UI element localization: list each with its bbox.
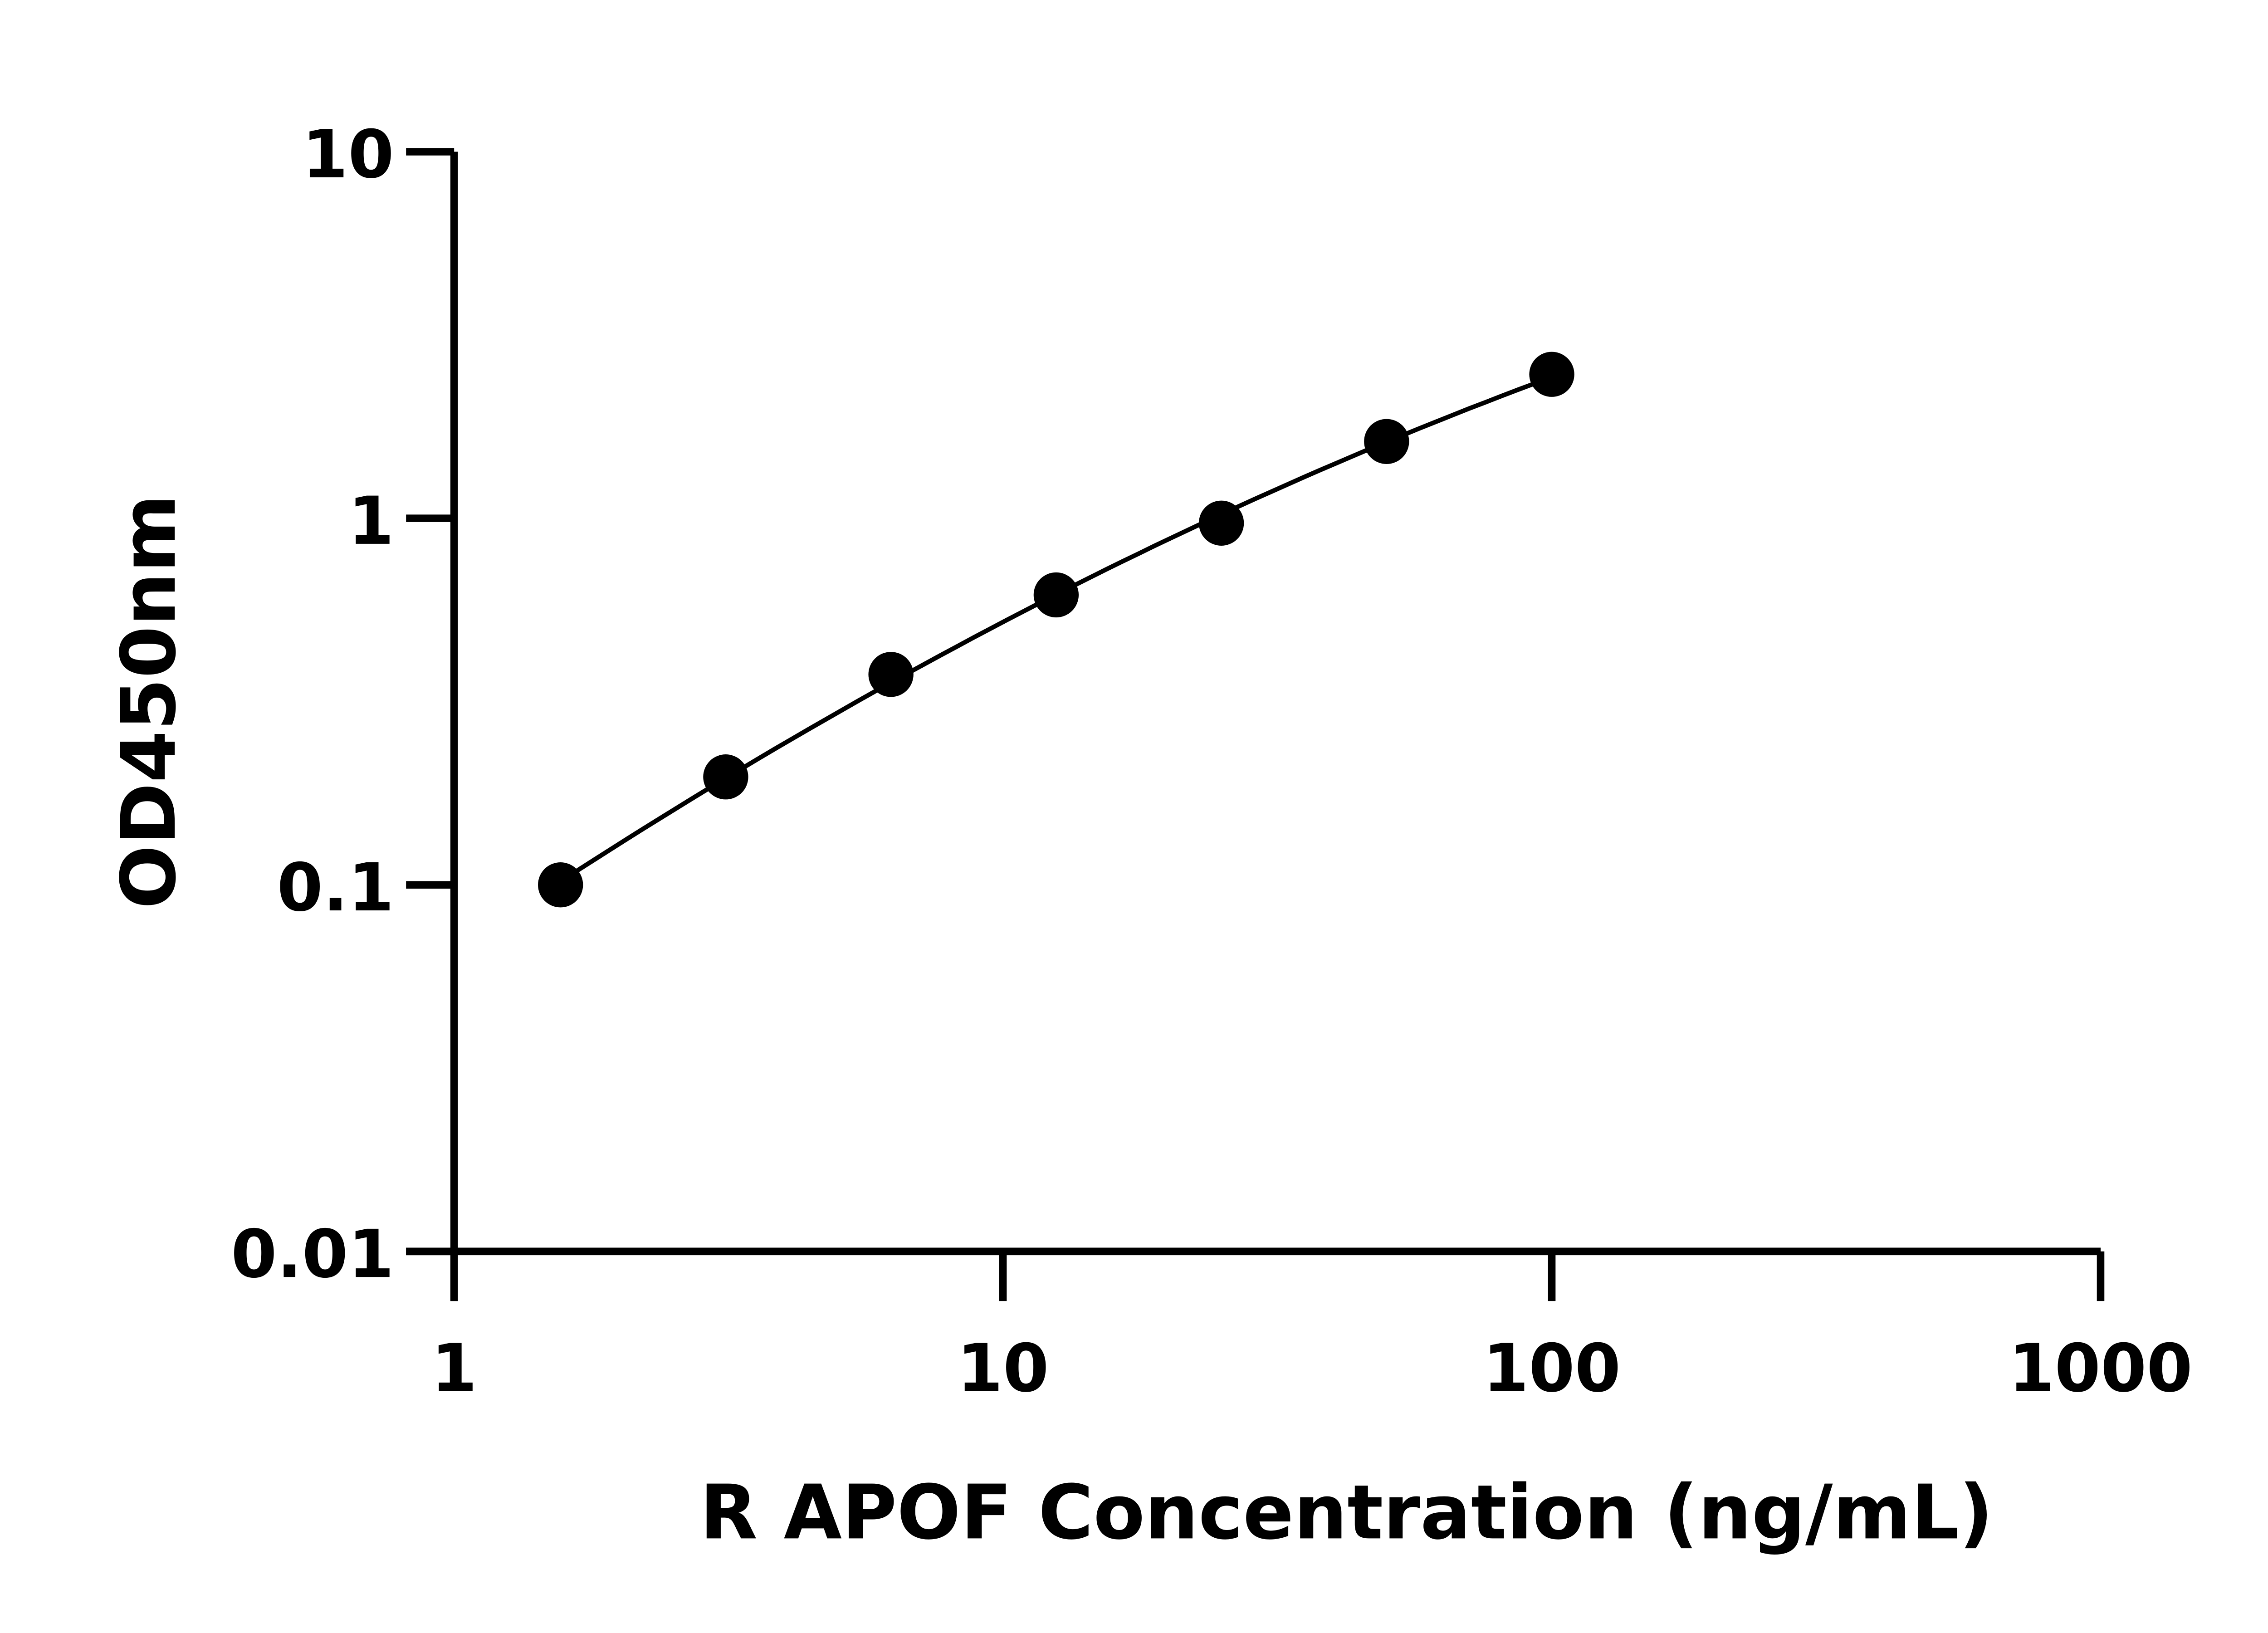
data-point: [703, 754, 748, 800]
data-point: [1364, 419, 1409, 464]
axes: [406, 152, 2101, 1301]
y-tick-label: 1: [348, 483, 394, 560]
data-point: [1033, 572, 1079, 618]
y-tick-label: 0.01: [231, 1216, 394, 1293]
x-tick-label: 1: [431, 1330, 477, 1407]
x-tick-label: 100: [1483, 1330, 1621, 1407]
ticks: 1 10 100 1000 0.01 0.1 1 10: [231, 117, 2193, 1407]
data-point: [538, 862, 583, 908]
data-points: [538, 352, 1574, 908]
x-tick-label: 1000: [2009, 1330, 2193, 1407]
data-point: [1198, 500, 1244, 546]
data-point: [1529, 352, 1574, 397]
y-tick-label: 0.1: [277, 850, 394, 926]
y-axis-label: OD450nm: [105, 494, 193, 909]
data-point: [868, 652, 914, 697]
x-axis-label: R APOF Concentration (ng/mL): [700, 1469, 1994, 1556]
x-tick-label: 10: [957, 1330, 1049, 1407]
y-tick-label: 10: [302, 117, 394, 193]
